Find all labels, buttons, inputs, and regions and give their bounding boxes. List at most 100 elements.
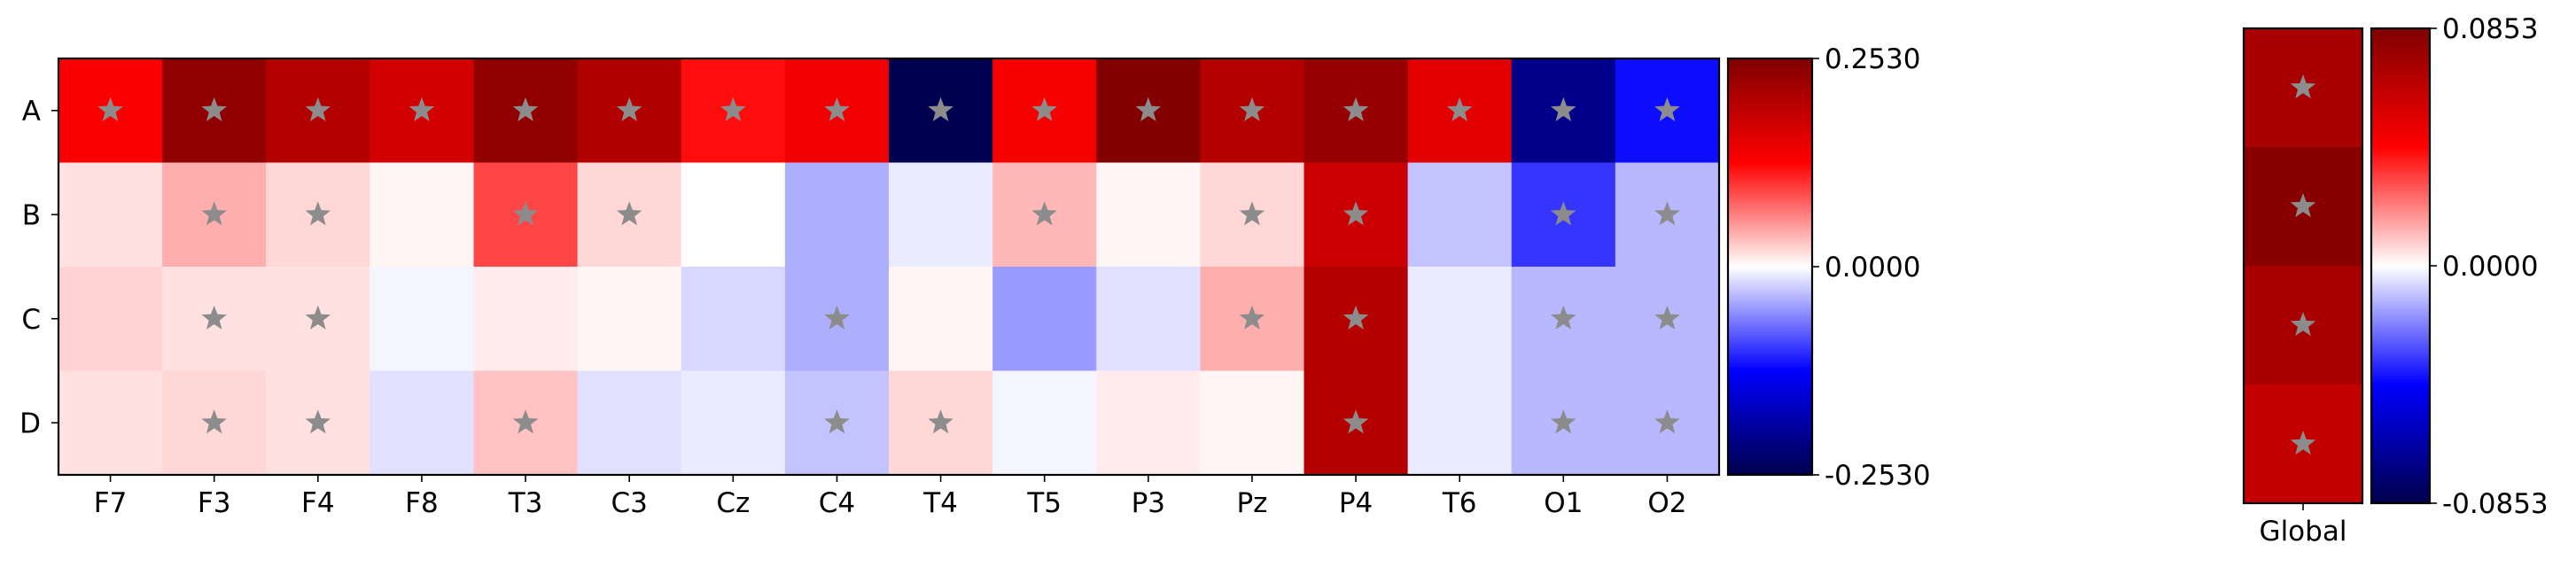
y-tick-label: A: [22, 96, 41, 128]
heatmap-cell: [473, 267, 579, 371]
heatmap-cell: [681, 267, 786, 371]
main-colorbar: 0.2530 0.0000 -0.2530: [1726, 43, 1931, 492]
significance-star-icon: [1654, 97, 1680, 121]
heatmap-cell: [784, 162, 890, 268]
significance-star-icon: [1654, 201, 1680, 226]
x-tick-label: O1: [1544, 487, 1583, 519]
x-tick-label: F8: [405, 487, 439, 519]
significance-star-icon: [1654, 305, 1680, 330]
global-colorbar: 0.0853 0.0000 -0.0853: [2370, 13, 2549, 520]
significance-star-icon: [1654, 409, 1680, 434]
x-tick-label: F4: [301, 487, 335, 519]
heatmap-cell: [577, 370, 682, 476]
colorbar-tick-label: 0.0853: [2442, 13, 2538, 45]
significance-star-icon: [824, 97, 850, 121]
significance-star-icon: [201, 305, 227, 330]
y-tick-label: B: [22, 199, 41, 231]
significance-star-icon: [824, 305, 850, 330]
x-tick-label: T4: [922, 487, 958, 519]
heatmap-cell: [1407, 267, 1513, 371]
significance-star-icon: [305, 305, 331, 330]
significance-star-icon: [1239, 97, 1265, 121]
heatmap-cell: [1407, 370, 1513, 476]
significance-star-icon: [1239, 201, 1265, 226]
y-tick-label: C: [21, 304, 41, 336]
significance-star-icon: [305, 97, 331, 121]
significance-star-icon: [616, 201, 642, 226]
colorbar-tick-label: -0.2530: [1825, 460, 1931, 492]
global-heatmap: Global: [2242, 27, 2364, 548]
significance-star-icon: [1551, 409, 1576, 434]
heatmap-cell: [992, 267, 1097, 371]
heatmap-cell: [992, 370, 1097, 476]
significance-star-icon: [1135, 97, 1162, 121]
heatmap-cell: [889, 267, 993, 371]
heatmap-cell: [58, 267, 163, 371]
colorbar-gradient: [2371, 28, 2430, 503]
significance-star-icon: [1342, 201, 1369, 226]
colorbar-tick-label: 0.0000: [2442, 251, 2538, 283]
x-tick-label: P4: [1339, 487, 1373, 519]
heatmap-cell: [681, 162, 786, 268]
x-tick-label: P3: [1132, 487, 1165, 519]
significance-star-icon: [1342, 97, 1369, 121]
significance-star-icon: [409, 97, 435, 121]
heatmap-cell: [1200, 370, 1304, 476]
x-tick-label: O2: [1647, 487, 1686, 519]
significance-star-icon: [512, 201, 539, 226]
x-tick-label: F7: [94, 487, 128, 519]
x-tick-label: C3: [611, 487, 648, 519]
significance-star-icon: [1446, 97, 1473, 121]
significance-star-icon: [1551, 97, 1576, 121]
significance-star-icon: [201, 201, 227, 226]
heatmap-cell: [370, 162, 474, 268]
significance-star-icon: [97, 97, 123, 121]
colorbar-tick-label: 0.0000: [1825, 252, 1920, 284]
x-tick-label: Cz: [716, 487, 750, 519]
significance-star-icon: [616, 97, 642, 121]
significance-star-icon: [1342, 305, 1369, 330]
heatmap-cell: [681, 370, 786, 476]
significance-star-icon: [824, 409, 850, 434]
significance-star-icon: [2290, 74, 2316, 99]
significance-star-icon: [1551, 305, 1576, 330]
x-tick-label: T3: [508, 487, 543, 519]
significance-star-icon: [201, 409, 227, 434]
x-tick-label: F3: [198, 487, 231, 519]
significance-star-icon: [1031, 201, 1057, 226]
significance-star-icon: [1551, 201, 1576, 226]
significance-star-icon: [720, 97, 746, 121]
heatmap-cell: [58, 370, 163, 476]
heatmap-cell: [370, 267, 474, 371]
heatmap-frame: [57, 57, 1721, 477]
heatmap-cell: [370, 370, 474, 476]
main-heatmap: F7 F3 F4 F8 T3 C3 Cz C4 T4 T5 P3 Pz P4 T6 O1 O2 A B C D: [19, 57, 1721, 519]
heatmap-cell: [577, 267, 682, 371]
significance-star-icon: [928, 409, 953, 434]
heatmap-cell: [1096, 267, 1201, 371]
significance-star-icon: [1342, 409, 1369, 434]
significance-star-icon: [305, 409, 331, 434]
heatmap-cell: [1407, 162, 1513, 268]
heatmap-cell: [1096, 370, 1201, 476]
significance-star-icon: [512, 97, 539, 121]
heatmap-cell: [1096, 162, 1201, 268]
x-tick-label: Global: [2260, 516, 2347, 548]
significance-star-icon: [1031, 97, 1057, 121]
colorbar-gradient: [1728, 58, 1812, 475]
x-tick-label: T5: [1026, 487, 1062, 519]
significance-star-icon: [2290, 193, 2316, 218]
y-tick-label: D: [19, 408, 41, 439]
significance-star-icon: [512, 409, 539, 434]
x-tick-label: C4: [819, 487, 855, 519]
significance-star-icon: [1239, 305, 1265, 330]
colorbar-tick-label: -0.0853: [2442, 488, 2549, 520]
x-tick-label: T6: [1442, 487, 1477, 519]
significance-star-icon: [2290, 312, 2316, 337]
significance-star-icon: [2290, 431, 2316, 455]
significance-star-icon: [201, 97, 227, 121]
heatmap-cell: [58, 162, 163, 268]
colorbar-tick-label: 0.2530: [1825, 43, 1920, 75]
significance-star-icon: [305, 201, 331, 226]
